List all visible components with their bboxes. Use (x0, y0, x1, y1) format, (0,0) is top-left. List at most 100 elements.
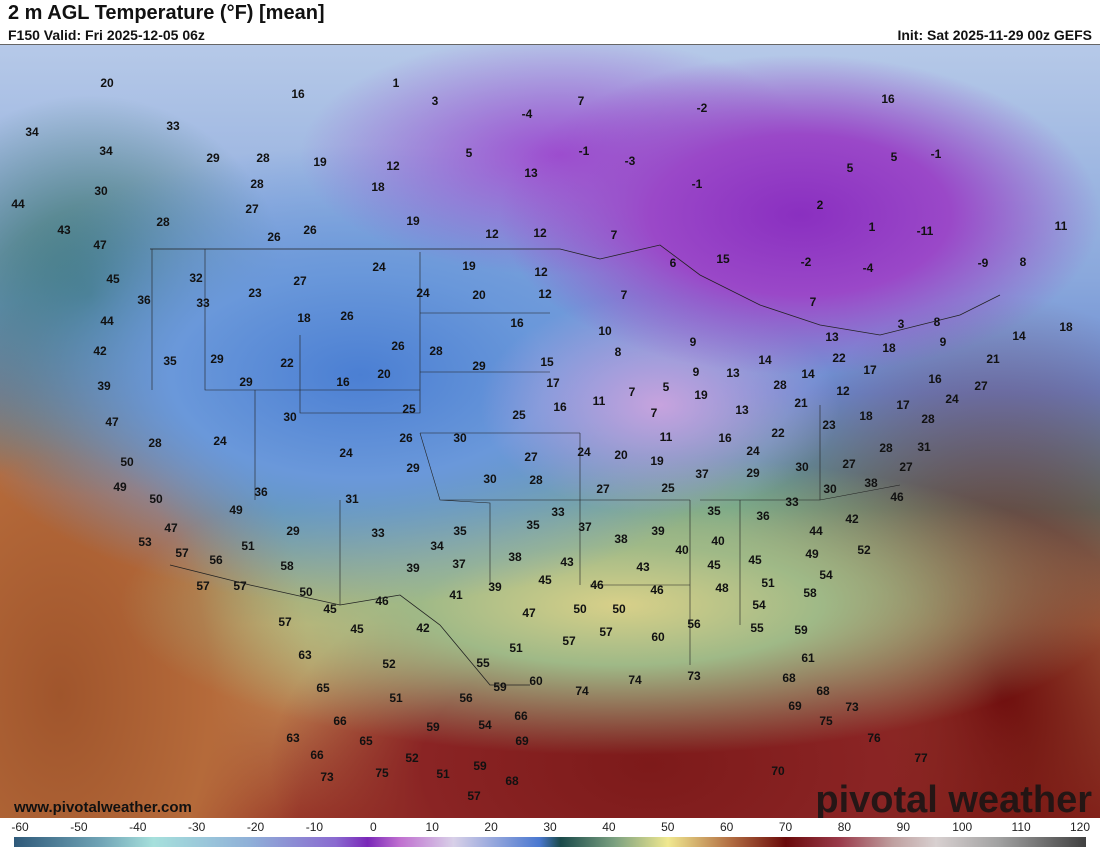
temperature-label: 7 (650, 406, 658, 420)
temperature-label: 51 (436, 767, 450, 781)
temperature-label: 13 (726, 366, 740, 380)
temperature-label: 24 (372, 260, 386, 274)
temperature-label: -2 (800, 255, 812, 269)
temperature-label: 27 (596, 482, 610, 496)
temperature-label: 28 (250, 177, 264, 191)
temperature-label: 11 (1054, 219, 1068, 233)
temperature-label: 19 (694, 388, 708, 402)
temperature-label: 40 (675, 543, 689, 557)
state-borders (150, 244, 1001, 686)
temperature-label: 38 (864, 476, 878, 490)
temperature-label: 42 (93, 344, 107, 358)
temperature-label: 21 (986, 352, 1000, 366)
temperature-label: 20 (614, 448, 628, 462)
temperature-label: 27 (245, 202, 259, 216)
temperature-label: 27 (974, 379, 988, 393)
temperature-label: 3 (897, 317, 905, 331)
temperature-label: 37 (695, 467, 709, 481)
temperature-label: 30 (283, 410, 297, 424)
valid-time: F150 Valid: Fri 2025-12-05 06z (8, 27, 205, 43)
temperature-label: 27 (842, 457, 856, 471)
temperature-label: 39 (406, 561, 420, 575)
temperature-label: 57 (196, 579, 210, 593)
temperature-label: -1 (578, 144, 590, 158)
temperature-label: 41 (449, 588, 463, 602)
temperature-label: 31 (345, 492, 359, 506)
colorbar-tick-label: 60 (719, 820, 734, 834)
temperature-label: 52 (857, 543, 871, 557)
temperature-label: 66 (514, 709, 528, 723)
temperature-label: 19 (313, 155, 327, 169)
pivotal-weather-logo: pivotal weather (815, 779, 1092, 818)
temperature-label: 45 (707, 558, 721, 572)
temperature-label: 49 (113, 480, 127, 494)
colorbar-tick-label: 110 (1011, 820, 1031, 834)
temperature-label: 54 (819, 568, 833, 582)
colorbar-tick-label: 100 (952, 820, 973, 834)
temperature-label: 69 (515, 734, 529, 748)
temperature-label: -9 (977, 256, 989, 270)
temperature-map[interactable]: 20 16 1 3 -4 7 -2 16 34 33 34 29 28 19 12 5 -1 -3 5 -1 13 30 2… (0, 44, 1100, 818)
temperature-label: 52 (405, 751, 419, 765)
temperature-label: 36 (756, 509, 770, 523)
temperature-label: 12 (534, 265, 548, 279)
website-credit: www.pivotalweather.com (14, 799, 192, 816)
temperature-label: 15 (716, 252, 730, 266)
temperature-label: 9 (939, 335, 947, 349)
temperature-label: 15 (540, 355, 554, 369)
temperature-label: 17 (863, 363, 877, 377)
temperature-label: 29 (406, 461, 420, 475)
temperature-label: 45 (323, 602, 337, 616)
temperature-label: 24 (213, 434, 227, 448)
colorbar-tick-label: 80 (837, 820, 852, 834)
temperature-label: 75 (819, 714, 833, 728)
temperature-label: 12 (538, 287, 552, 301)
temperature-label: 66 (333, 714, 347, 728)
temperature-label: 38 (508, 550, 522, 564)
colorbar (14, 837, 1086, 847)
temperature-label: 37 (578, 520, 592, 534)
temperature-label: 26 (340, 309, 354, 323)
temperature-label: 12 (836, 384, 850, 398)
colorbar-tick-label: 70 (778, 820, 793, 834)
temperature-label: 59 (473, 759, 487, 773)
temperature-label: 66 (310, 748, 324, 762)
temperature-label: 77 (914, 751, 928, 765)
temperature-label: 50 (149, 492, 163, 506)
temperature-label: 29 (746, 466, 760, 480)
temperature-label: 45 (106, 272, 120, 286)
temperature-label: 27 (899, 460, 913, 474)
temperature-label: 65 (316, 681, 330, 695)
temperature-label: 30 (483, 472, 497, 486)
temperature-label: 1 (868, 220, 876, 234)
temperature-label: 35 (707, 504, 721, 518)
temperature-label: 43 (560, 555, 574, 569)
temperature-label: 21 (794, 396, 808, 410)
temperature-label: 12 (386, 159, 400, 173)
temperature-label: 33 (785, 495, 799, 509)
temperature-label: 26 (399, 431, 413, 445)
temperature-label: 22 (771, 426, 785, 440)
temperature-label: 29 (286, 524, 300, 538)
temperature-label: 43 (636, 560, 650, 574)
temperature-label: 46 (375, 594, 389, 608)
temperature-label: 11 (592, 394, 606, 408)
temperature-label: 34 (430, 539, 444, 553)
temperature-label: 45 (748, 553, 762, 567)
temperature-label: 2 (816, 198, 824, 212)
temperature-label: 44 (809, 524, 823, 538)
temperature-label: 13 (735, 403, 749, 417)
colorbar-tick-label: 20 (484, 820, 498, 834)
temperature-label: -1 (691, 177, 703, 191)
temperature-label: 50 (120, 455, 134, 469)
temperature-label: 53 (138, 535, 152, 549)
temperature-label: 51 (509, 641, 523, 655)
temperature-label: -1 (930, 147, 942, 161)
temperature-label: 29 (239, 375, 253, 389)
temperature-label: 28 (429, 344, 443, 358)
temperature-label: 24 (945, 392, 959, 406)
colorbar-tick-label: 120 (1069, 820, 1091, 834)
temperature-label: 24 (339, 446, 353, 460)
colorbar-tick-label: -10 (305, 820, 324, 834)
temperature-label: 63 (286, 731, 300, 745)
